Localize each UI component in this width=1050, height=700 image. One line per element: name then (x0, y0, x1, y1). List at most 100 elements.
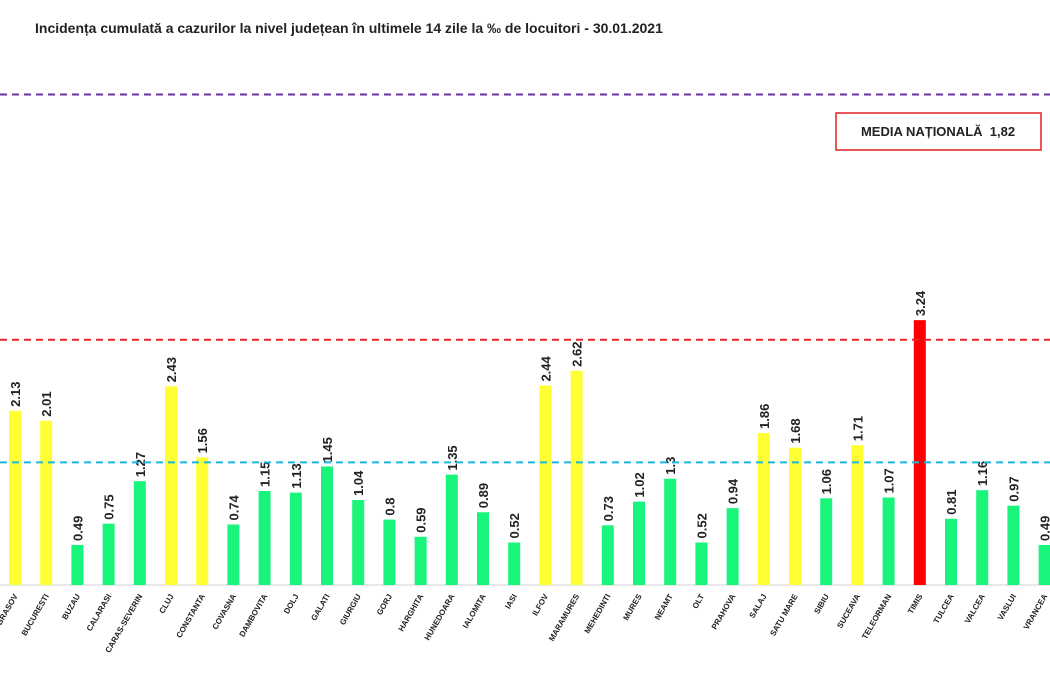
x-tick-label: IASI (503, 593, 519, 611)
value-label: 1.3 (663, 457, 678, 475)
value-label: 2.01 (39, 391, 54, 416)
bar (633, 501, 645, 585)
value-label: 0.52 (507, 513, 522, 538)
bar (539, 385, 552, 585)
bar (289, 492, 302, 585)
x-tick-label: VASLUI (996, 593, 1018, 622)
x-tick-label: GIURGIU (338, 592, 363, 626)
bar (40, 420, 53, 585)
value-label: 1.16 (975, 461, 990, 486)
bar (757, 432, 770, 585)
x-tick-label: NEAMT (653, 592, 675, 621)
x-tick-label: GALATI (309, 593, 331, 623)
x-tick-label: MEHEDINTI (583, 593, 613, 636)
x-tick-label: DOLJ (282, 593, 300, 616)
annotation: MEDIA NAȚIONALĂ 1,82 (861, 124, 1015, 139)
bar (165, 386, 177, 585)
x-tick-label: TELEORMAN (860, 592, 893, 641)
bar (664, 478, 677, 585)
value-label: 2.44 (538, 355, 553, 381)
bar (227, 524, 240, 585)
bar (820, 498, 833, 585)
bar (1038, 544, 1050, 585)
value-label: 0.49 (70, 516, 85, 541)
bar (882, 497, 895, 585)
x-tick-label: BUCURESTI (20, 593, 51, 638)
value-label: 1.07 (882, 468, 897, 493)
x-tick-label: SALAJ (748, 593, 769, 620)
annotation-box (835, 112, 1042, 151)
bar (71, 544, 84, 585)
value-label: 0.74 (226, 494, 241, 520)
x-tick-label: TIMIS (906, 592, 925, 616)
bar (133, 481, 146, 585)
bar (1007, 505, 1020, 585)
x-tick-label: VRANCEA (1022, 592, 1050, 631)
x-tick-label: TULCEA (932, 592, 956, 625)
value-label: 1.45 (320, 437, 335, 462)
x-tick-label: DAMBOVITA (238, 592, 270, 638)
x-tick-label: CLUJ (157, 593, 175, 616)
bar (508, 542, 521, 585)
value-label: 0.81 (944, 489, 959, 514)
value-label: 0.8 (382, 498, 397, 516)
x-tick-label: PRAHOVA (710, 592, 738, 631)
x-tick-label: OLT (691, 592, 707, 610)
bar (789, 447, 801, 585)
x-tick-label: SUCEAVA (835, 592, 862, 630)
bar (196, 457, 209, 585)
x-tick-label: VALCEA (963, 592, 987, 625)
x-tick-label: BUZAU (60, 592, 82, 621)
x-tick-label: CALARASI (85, 593, 113, 633)
x-tick-label: SIBIU (812, 592, 831, 615)
value-label: 1.13 (289, 463, 304, 488)
x-tick-label: CONSTANTA (175, 592, 207, 639)
bar (9, 410, 21, 585)
bar (945, 518, 957, 585)
bar (601, 525, 614, 585)
value-label: 1.06 (819, 469, 834, 494)
x-tick-label: HUNEDOARA (423, 592, 457, 642)
value-label: 1.15 (258, 462, 273, 487)
value-label: 1.86 (757, 404, 772, 429)
x-tick-label: SATU MARE (768, 592, 800, 638)
x-tick-label: ILFOV (531, 592, 551, 617)
value-label: 1.71 (850, 416, 865, 441)
bar (383, 519, 396, 585)
bar (445, 474, 458, 585)
bar (851, 445, 864, 585)
value-label: 0.75 (102, 494, 117, 519)
value-label: 2.13 (8, 382, 23, 407)
value-label: 1.02 (632, 472, 647, 497)
value-label: 1.27 (133, 452, 148, 477)
bar (976, 490, 989, 585)
bar (321, 466, 333, 585)
bar (913, 320, 926, 585)
value-label: 0.94 (726, 478, 741, 504)
bar (477, 512, 489, 585)
value-label: 0.52 (694, 513, 709, 538)
value-label: 3.24 (913, 290, 928, 316)
chart-title: Incidența cumulată a cazurilor la nivel … (35, 20, 663, 36)
value-label: 0.89 (476, 483, 491, 508)
value-label: 0.49 (1038, 516, 1050, 541)
bar (414, 536, 427, 585)
bar (258, 490, 271, 585)
value-label: 0.59 (414, 507, 429, 532)
value-label: 2.62 (570, 342, 585, 367)
value-label: 0.97 (1006, 476, 1021, 501)
value-label: 1.04 (351, 470, 366, 496)
x-tick-label: GORJ (375, 593, 394, 617)
value-label: 1.56 (195, 428, 210, 453)
bar (570, 370, 583, 585)
bar (695, 542, 708, 585)
x-tick-label: MARAMURES (547, 592, 582, 643)
x-tick-label: COVASNA (211, 592, 239, 631)
value-label: 2.43 (164, 357, 179, 382)
x-tick-label: MURES (621, 592, 644, 622)
x-tick-label: IALOMITA (461, 592, 488, 630)
value-label: 1.68 (788, 418, 803, 443)
bar (102, 523, 115, 585)
bar (352, 499, 365, 585)
